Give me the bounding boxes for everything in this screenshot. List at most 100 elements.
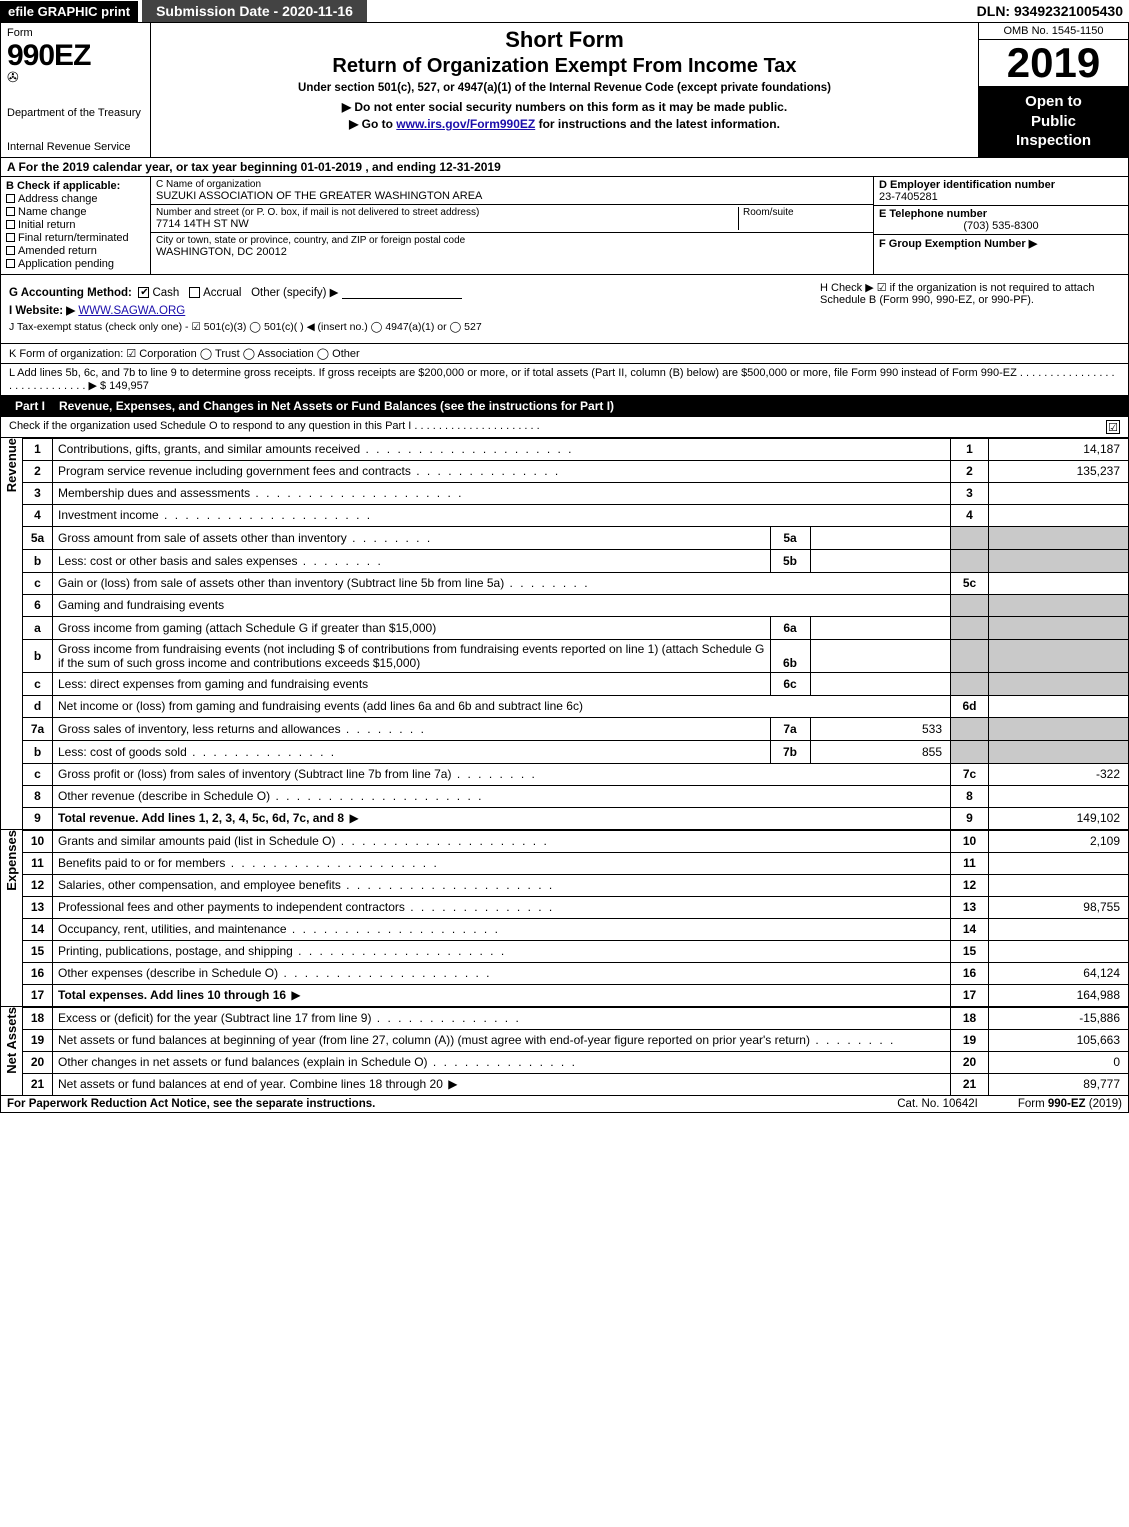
table-row: 7aGross sales of inventory, less returns… xyxy=(23,717,1129,740)
line-num: 19 xyxy=(23,1029,53,1051)
line-ref: 3 xyxy=(951,482,989,504)
chk-name-change[interactable]: Name change xyxy=(6,206,145,218)
sub-ref: 7a xyxy=(770,718,810,740)
line-amount: -15,886 xyxy=(989,1007,1129,1029)
line-amount: 149,102 xyxy=(989,807,1129,829)
line-ref: 1 xyxy=(951,438,989,460)
line-num: c xyxy=(23,572,53,594)
chk-label: Application pending xyxy=(18,258,114,270)
line-l: L Add lines 5b, 6c, and 7b to line 9 to … xyxy=(0,364,1129,396)
table-row: 17 Total expenses. Add lines 10 through 1… xyxy=(23,984,1129,1006)
g-accrual-label: Accrual xyxy=(203,287,241,299)
checkbox-icon xyxy=(6,194,15,203)
instr-goto-suffix: for instructions and the latest informat… xyxy=(535,117,780,131)
table-row: 19Net assets or fund balances at beginni… xyxy=(23,1029,1129,1051)
chk-label: Address change xyxy=(18,193,98,205)
line-num: 20 xyxy=(23,1051,53,1073)
line-desc: Gross amount from sale of assets other t… xyxy=(53,527,770,549)
line-amount-shade xyxy=(989,717,1129,740)
line-amount: -322 xyxy=(989,763,1129,785)
line-amount: 164,988 xyxy=(989,984,1129,1006)
line-desc: Investment income xyxy=(53,504,951,526)
line-desc-wrap: Gross income from fundraising events (no… xyxy=(53,639,951,672)
table-row: 12Salaries, other compensation, and empl… xyxy=(23,874,1129,896)
checkbox-icon xyxy=(6,207,15,216)
line-desc-wrap: Less: direct expenses from gaming and fu… xyxy=(53,672,951,695)
table-row: 20Other changes in net assets or fund ba… xyxy=(23,1051,1129,1073)
line-ref: 6d xyxy=(951,695,989,717)
footer-suffix: (2019) xyxy=(1086,1098,1122,1110)
line-desc: Gross income from fundraising events (no… xyxy=(53,640,770,672)
line-amount: 0 xyxy=(989,1051,1129,1073)
line-ref: 12 xyxy=(951,874,989,896)
chk-final-return[interactable]: Final return/terminated xyxy=(6,232,145,244)
line-num: b xyxy=(23,549,53,572)
org-name: SUZUKI ASSOCIATION OF THE GREATER WASHIN… xyxy=(156,190,868,202)
g-cash-checkbox[interactable] xyxy=(138,287,149,298)
box-def: D Employer identification number 23-7405… xyxy=(873,177,1128,274)
table-row: dNet income or (loss) from gaming and fu… xyxy=(23,695,1129,717)
i-label: I Website: ▶ xyxy=(9,305,75,317)
line-amount-shade xyxy=(989,616,1129,639)
chk-amended-return[interactable]: Amended return xyxy=(6,245,145,257)
line-amount xyxy=(989,940,1129,962)
line-desc: Program service revenue including govern… xyxy=(53,460,951,482)
line-num: 9 xyxy=(23,807,53,829)
part-1-label: Part I xyxy=(9,398,51,414)
g-accrual-checkbox[interactable] xyxy=(189,287,200,298)
table-row: 11Benefits paid to or for members11 xyxy=(23,852,1129,874)
line-ref-shade xyxy=(951,672,989,695)
open-line3: Inspection xyxy=(983,131,1124,151)
short-form-title: Short Form xyxy=(163,27,966,53)
line-desc-wrap: Less: cost or other basis and sales expe… xyxy=(53,549,951,572)
city-cell: City or town, state or province, country… xyxy=(151,233,873,260)
sub-amount xyxy=(810,550,950,572)
line-num: 11 xyxy=(23,852,53,874)
table-row: 13Professional fees and other payments t… xyxy=(23,896,1129,918)
line-ref: 16 xyxy=(951,962,989,984)
form-header: Form 990EZ ✇ Department of the Treasury … xyxy=(0,23,1129,158)
line-desc-bold: Total revenue. Add lines 1, 2, 3, 4, 5c,… xyxy=(58,811,344,825)
line-num: 14 xyxy=(23,918,53,940)
chk-application-pending[interactable]: Application pending xyxy=(6,258,145,270)
line-num: 5a xyxy=(23,526,53,549)
table-row: 14Occupancy, rent, utilities, and mainte… xyxy=(23,918,1129,940)
line-num: 17 xyxy=(23,984,53,1006)
footer-paperwork: For Paperwork Reduction Act Notice, see … xyxy=(7,1098,857,1110)
line-num: 8 xyxy=(23,785,53,807)
table-row: cGross profit or (loss) from sales of in… xyxy=(23,763,1129,785)
city-label: City or town, state or province, country… xyxy=(156,235,868,246)
sub-amount xyxy=(810,527,950,549)
submission-date-button[interactable]: Submission Date - 2020-11-16 xyxy=(142,0,367,22)
table-row: cLess: direct expenses from gaming and f… xyxy=(23,672,1129,695)
g-label: G Accounting Method: xyxy=(9,287,132,299)
table-row: 5aGross amount from sale of assets other… xyxy=(23,526,1129,549)
line-desc: Salaries, other compensation, and employ… xyxy=(53,874,951,896)
line-ref-shade xyxy=(951,549,989,572)
website-link[interactable]: WWW.SAGWA.ORG xyxy=(78,305,185,317)
line-desc-bold: Total expenses. Add lines 10 through 16 xyxy=(58,988,286,1002)
chk-initial-return[interactable]: Initial return xyxy=(6,219,145,231)
line-k: K Form of organization: ☑ Corporation ◯ … xyxy=(0,344,1129,364)
header-right: OMB No. 1545-1150 2019 Open to Public In… xyxy=(978,23,1128,157)
line-num: d xyxy=(23,695,53,717)
line-num: a xyxy=(23,616,53,639)
line-desc: Gain or (loss) from sale of assets other… xyxy=(53,572,951,594)
form-number: 990EZ xyxy=(7,39,144,73)
chk-address-change[interactable]: Address change xyxy=(6,193,145,205)
line-desc: Less: cost or other basis and sales expe… xyxy=(53,550,770,572)
table-row: 18Excess or (deficit) for the year (Subt… xyxy=(23,1007,1129,1029)
irs-link[interactable]: www.irs.gov/Form990EZ xyxy=(396,117,535,131)
line-ref-shade xyxy=(951,594,989,616)
efile-label[interactable]: efile GRAPHIC print xyxy=(0,1,138,22)
line-num: 1 xyxy=(23,438,53,460)
table-row: bGross income from fundraising events (n… xyxy=(23,639,1129,672)
part-1-schedule-o-checkbox[interactable]: ☑ xyxy=(1106,420,1120,434)
g-other-blank[interactable] xyxy=(342,287,462,299)
table-row: 9 Total revenue. Add lines 1, 2, 3, 4, 5c… xyxy=(23,807,1129,829)
line-amount-shade xyxy=(989,594,1129,616)
box-b: B Check if applicable: Address change Na… xyxy=(1,177,151,274)
line-desc: Benefits paid to or for members xyxy=(53,852,951,874)
line-num: c xyxy=(23,763,53,785)
d1: Gross income from fundraising events (no… xyxy=(58,642,345,656)
